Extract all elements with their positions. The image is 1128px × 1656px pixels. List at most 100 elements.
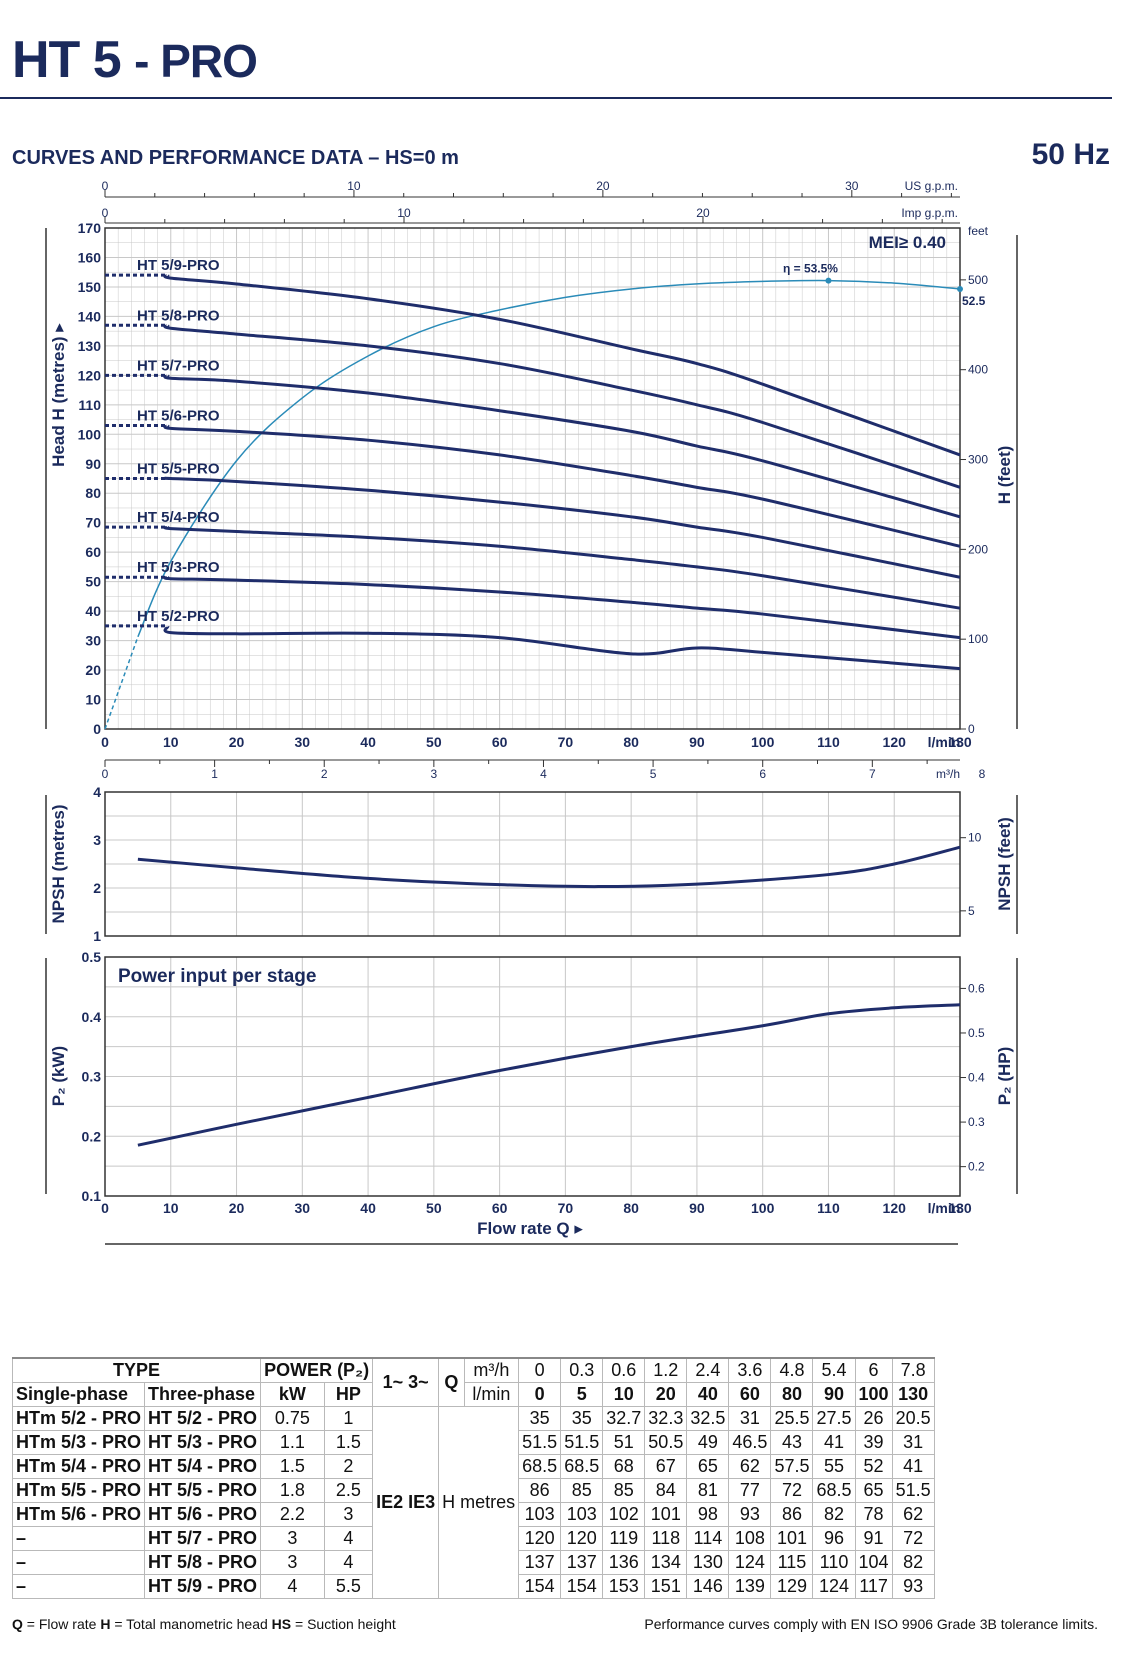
y-tick-label: 130 (78, 338, 102, 354)
us-gpm-tick-label: 0 (102, 179, 109, 193)
legend-footnote: Q = Flow rate H = Total manometric head … (12, 1616, 396, 1632)
head-value-cell: 67 (645, 1455, 687, 1479)
m3h-value: 6 (855, 1358, 892, 1383)
m3h-value: 2.4 (687, 1358, 729, 1383)
m3h-tick-label: 2 (321, 767, 328, 781)
npsh-y-axis-title-right: NPSH (feet) (995, 817, 1014, 911)
q-header: Q (439, 1358, 464, 1407)
power-y-tick-label: 0.5 (82, 949, 102, 965)
head-value-cell: 124 (729, 1551, 771, 1575)
kw-cell: 2.2 (261, 1503, 325, 1527)
us-gpm-unit: US g.p.m. (905, 179, 958, 193)
head-value-cell: 129 (771, 1575, 813, 1599)
head-curve (165, 275, 960, 454)
head-value-cell: 154 (519, 1575, 561, 1599)
y-tick-label: 110 (78, 397, 101, 413)
head-value-cell: 154 (561, 1575, 603, 1599)
lmin-value: 5 (561, 1383, 603, 1407)
feet-unit-label: feet (968, 224, 989, 238)
head-value-cell: 119 (603, 1527, 645, 1551)
head-value-cell: 41 (813, 1431, 855, 1455)
head-value-cell: 51 (603, 1431, 645, 1455)
head-value-cell: 139 (729, 1575, 771, 1599)
power-hp-tick-label: 0.5 (968, 1026, 985, 1040)
head-value-cell: 31 (892, 1431, 934, 1455)
efficiency-curve (138, 280, 960, 636)
kw-cell: 1.8 (261, 1479, 325, 1503)
x-unit-label: l/min (928, 734, 961, 750)
head-value-cell: 31 (729, 1407, 771, 1431)
three-phase-cell: HT 5/5 - PRO (145, 1479, 261, 1503)
three-phase-cell: HT 5/8 - PRO (145, 1551, 261, 1575)
feet-tick-label: 0 (968, 722, 975, 736)
efficiency-class-cell: IE2 IE3 (373, 1407, 439, 1599)
npsh-feet-tick-label: 5 (968, 904, 975, 918)
m3h-value: 5.4 (813, 1358, 855, 1383)
power-x-unit: l/min (928, 1200, 961, 1216)
head-value-cell: 32.7 (603, 1407, 645, 1431)
single-phase-header: Single-phase (13, 1383, 145, 1407)
head-value-cell: 134 (645, 1551, 687, 1575)
head-value-cell: 115 (771, 1551, 813, 1575)
kw-cell: 0.75 (261, 1407, 325, 1431)
power-hp-tick-label: 0.6 (968, 981, 985, 995)
power-x-tick-label: 10 (163, 1200, 179, 1216)
power-hp-tick-label: 0.4 (968, 1071, 985, 1085)
power-y-axis-title: P₂ (kW) (49, 1046, 68, 1106)
power-chart-title: Power input per stage (118, 966, 316, 987)
head-curve-label: HT 5/9-PRO (137, 257, 220, 274)
phase-header: 1~ 3~ (373, 1358, 439, 1407)
head-value-cell: 86 (519, 1479, 561, 1503)
head-value-cell: 68.5 (561, 1455, 603, 1479)
y-tick-label: 10 (85, 692, 101, 708)
head-value-cell: 120 (519, 1527, 561, 1551)
m3h-tick-label: 6 (759, 767, 766, 781)
single-phase-cell: HTm 5/4 - PRO (13, 1455, 145, 1479)
y-tick-label: 140 (78, 308, 102, 324)
feet-tick-label: 100 (968, 632, 988, 646)
head-value-cell: 72 (892, 1527, 934, 1551)
power-x-tick-label: 20 (229, 1200, 245, 1216)
table-body: HTm 5/2 - PRO HT 5/2 - PRO 0.75 1 IE2 IE3 H m… (13, 1407, 935, 1599)
head-value-cell: 104 (855, 1551, 892, 1575)
three-phase-header: Three-phase (145, 1383, 261, 1407)
m3h-value: 7.8 (892, 1358, 934, 1383)
footnote-hs-text: = Suction height (291, 1616, 396, 1632)
head-value-cell: 20.5 (892, 1407, 934, 1431)
m3h-tick-label: 7 (869, 767, 876, 781)
head-value-cell: 57.5 (771, 1455, 813, 1479)
m3h-label: m³/h (464, 1358, 519, 1383)
y-tick-label: 80 (85, 485, 101, 501)
head-value-cell: 68.5 (519, 1455, 561, 1479)
y-tick-label: 150 (78, 279, 102, 295)
y-tick-label: 20 (85, 662, 101, 678)
head-value-cell: 137 (519, 1551, 561, 1575)
x-tick-label: 30 (295, 734, 311, 750)
feet-tick-label: 500 (968, 273, 988, 287)
head-value-cell: 62 (729, 1455, 771, 1479)
head-value-cell: 55 (813, 1455, 855, 1479)
lmin-value: 40 (687, 1383, 729, 1407)
three-phase-cell: HT 5/6 - PRO (145, 1503, 261, 1527)
hp-cell: 2 (324, 1455, 372, 1479)
head-value-cell: 114 (687, 1527, 729, 1551)
head-curve (165, 577, 960, 637)
m3h-tick-label: 3 (431, 767, 438, 781)
head-value-cell: 81 (687, 1479, 729, 1503)
power-x-axis-title: Flow rate Q ▸ (477, 1219, 583, 1238)
hp-cell: 2.5 (324, 1479, 372, 1503)
imp-gpm-tick-label: 20 (696, 206, 710, 220)
head-curve-label: HT 5/8-PRO (137, 307, 220, 324)
three-phase-cell: HT 5/7 - PRO (145, 1527, 261, 1551)
head-value-cell: 68 (603, 1455, 645, 1479)
head-curve-label: HT 5/3-PRO (137, 559, 220, 576)
head-value-cell: 96 (813, 1527, 855, 1551)
footnote-h-key: H (100, 1616, 110, 1632)
x-tick-label: 80 (623, 734, 639, 750)
head-value-cell: 103 (561, 1503, 603, 1527)
head-value-cell: 93 (892, 1575, 934, 1599)
head-value-cell: 26 (855, 1407, 892, 1431)
three-phase-cell: HT 5/9 - PRO (145, 1575, 261, 1599)
kw-cell: 3 (261, 1527, 325, 1551)
efficiency-end-marker (957, 286, 963, 292)
